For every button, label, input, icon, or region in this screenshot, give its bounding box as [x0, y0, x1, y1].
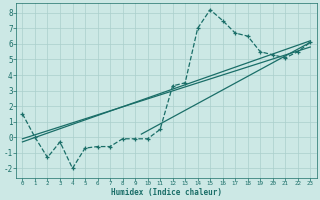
X-axis label: Humidex (Indice chaleur): Humidex (Indice chaleur) [111, 188, 222, 197]
